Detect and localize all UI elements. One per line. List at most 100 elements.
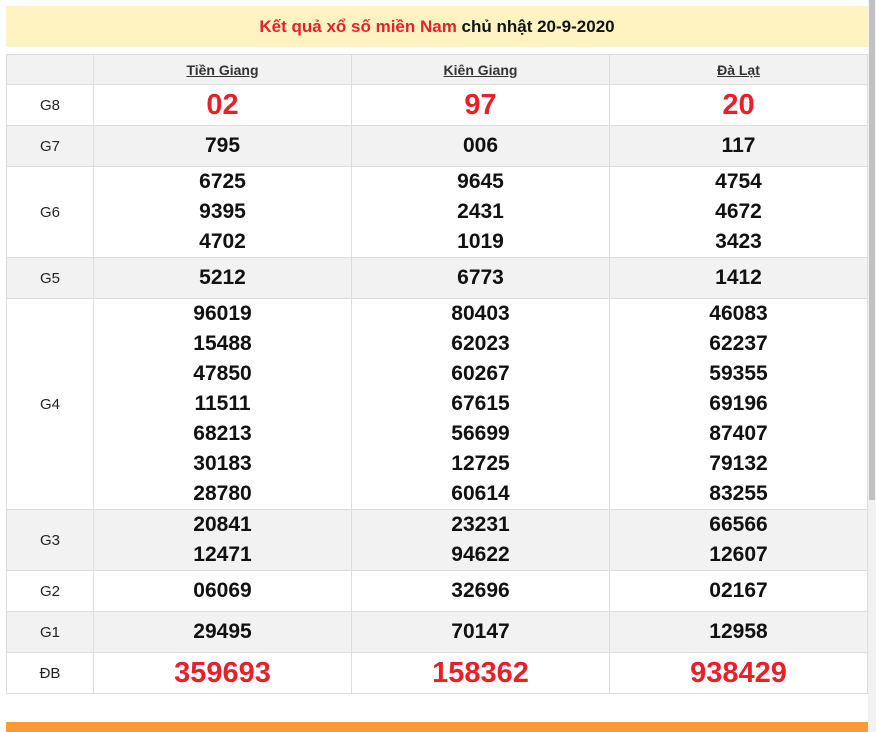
prize-number: 60267 <box>451 362 510 385</box>
prize-cell: 46083 62237 59355 69196 87407 79132 83255 <box>609 298 868 510</box>
prize-cell: 80403 62023 60267 67615 56699 12725 60614 <box>351 298 610 510</box>
prize-number: 67615 <box>451 392 510 415</box>
prize-number: 5212 <box>199 266 246 289</box>
prize-number: 06069 <box>193 579 252 602</box>
prize-cell: 12958 <box>609 611 868 653</box>
prize-number: 23231 <box>451 513 510 536</box>
prize-number: 62023 <box>451 332 510 355</box>
prize-label: ĐB <box>6 652 94 694</box>
top-edge <box>0 0 868 6</box>
prize-number: 47850 <box>193 362 252 385</box>
prize-label: G2 <box>6 570 94 612</box>
header-blank <box>6 54 94 85</box>
prize-number: 83255 <box>709 482 768 505</box>
prize-cell: 20841 12471 <box>93 509 352 571</box>
province-link[interactable]: Tiền Giang <box>93 54 352 85</box>
prize-number: 80403 <box>451 302 510 325</box>
prize-label: G6 <box>6 166 94 258</box>
prize-number: 96019 <box>193 302 252 325</box>
prize-number: 28780 <box>193 482 252 505</box>
prize-cell: 6725 9395 4702 <box>93 166 352 258</box>
prize-cell: 5212 <box>93 257 352 299</box>
prize-label: G8 <box>6 84 94 126</box>
prize-number: 6725 <box>199 170 246 193</box>
title-main: Kết quả xổ số miền Nam <box>259 17 457 36</box>
prize-cell: 70147 <box>351 611 610 653</box>
prize-cell: 006 <box>351 125 610 167</box>
prize-cell: 96019 15488 47850 11511 68213 30183 28780 <box>93 298 352 510</box>
prize-cell: 23231 94622 <box>351 509 610 571</box>
prize-cell: 02 <box>93 84 352 126</box>
prize-number: 97 <box>464 89 497 121</box>
prize-number: 11511 <box>194 392 251 415</box>
page-title: Kết quả xổ số miền Nam chủ nhật 20-9-202… <box>6 6 868 47</box>
prize-cell: 158362 <box>351 652 610 694</box>
prize-number: 117 <box>721 134 756 157</box>
prize-number: 12958 <box>709 620 768 643</box>
prize-cell: 29495 <box>93 611 352 653</box>
prize-label: G5 <box>6 257 94 299</box>
prize-number: 12725 <box>451 452 510 475</box>
table-row: ĐB 359693 158362 938429 <box>6 652 868 694</box>
prize-number: 79132 <box>709 452 768 475</box>
province-link[interactable]: Kiên Giang <box>351 54 610 85</box>
prize-label: G4 <box>6 298 94 510</box>
prize-number: 02167 <box>709 579 768 602</box>
prize-number: 32696 <box>451 579 510 602</box>
prize-number: 6773 <box>457 266 504 289</box>
prize-number: 69196 <box>709 392 768 415</box>
table-row: G7 795 006 117 <box>6 125 868 167</box>
prize-number: 15488 <box>193 332 252 355</box>
prize-number: 158362 <box>432 657 529 689</box>
prize-number: 359693 <box>174 657 271 689</box>
prize-cell: 66566 12607 <box>609 509 868 571</box>
prize-cell: 1412 <box>609 257 868 299</box>
prize-number: 4702 <box>199 230 246 253</box>
prize-number: 12471 <box>193 543 252 566</box>
prize-number: 66566 <box>709 513 768 536</box>
table-row: G4 96019 15488 47850 11511 68213 30183 28780 804… <box>6 298 868 510</box>
scrollbar-thumb[interactable] <box>869 0 875 500</box>
prize-number: 60614 <box>451 482 510 505</box>
prize-number: 20 <box>722 89 755 121</box>
prize-number: 30183 <box>193 452 252 475</box>
prize-number: 1412 <box>715 266 762 289</box>
prize-number: 59355 <box>709 362 768 385</box>
prize-number: 006 <box>462 134 499 157</box>
prize-number: 94622 <box>451 543 510 566</box>
prize-number: 4754 <box>715 170 762 193</box>
prize-number: 9395 <box>199 200 246 223</box>
prize-number: 02 <box>206 89 239 121</box>
prize-cell: 117 <box>609 125 868 167</box>
prize-number: 4672 <box>715 200 762 223</box>
prize-number: 795 <box>204 134 241 157</box>
province-link[interactable]: Đà Lạt <box>609 54 868 85</box>
prize-cell: 938429 <box>609 652 868 694</box>
prize-cell: 795 <box>93 125 352 167</box>
footer-bar <box>6 722 868 732</box>
prize-number: 20841 <box>193 513 252 536</box>
prize-number: 29495 <box>193 620 252 643</box>
prize-label: G7 <box>6 125 94 167</box>
prize-cell: 20 <box>609 84 868 126</box>
prize-number: 46083 <box>709 302 768 325</box>
table-row: G1 29495 70147 12958 <box>6 611 868 653</box>
prize-number: 1019 <box>457 230 504 253</box>
table-row: G2 06069 32696 02167 <box>6 570 868 612</box>
prize-number: 62237 <box>709 332 768 355</box>
prize-number: 56699 <box>451 422 510 445</box>
prize-number: 3423 <box>715 230 762 253</box>
prize-cell: 359693 <box>93 652 352 694</box>
prize-number: 938429 <box>690 657 787 689</box>
prize-cell: 06069 <box>93 570 352 612</box>
prize-cell: 02167 <box>609 570 868 612</box>
prize-label: G1 <box>6 611 94 653</box>
prize-cell: 9645 2431 1019 <box>351 166 610 258</box>
prize-number: 70147 <box>451 620 510 643</box>
table-row: G5 5212 6773 1412 <box>6 257 868 299</box>
prize-cell: 97 <box>351 84 610 126</box>
table-row: G6 6725 9395 4702 9645 2431 1019 4754 4672 3423 <box>6 166 868 258</box>
prize-number: 2431 <box>457 200 504 223</box>
prize-cell: 4754 4672 3423 <box>609 166 868 258</box>
prize-number: 12607 <box>709 543 768 566</box>
